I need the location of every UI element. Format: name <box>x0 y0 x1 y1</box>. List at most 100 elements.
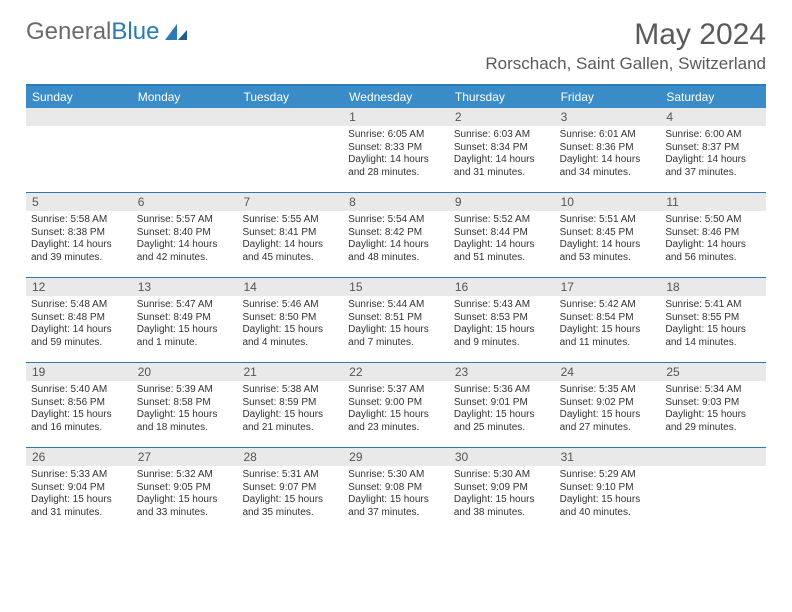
day-body: Sunrise: 5:41 AMSunset: 8:55 PMDaylight:… <box>660 296 766 353</box>
week-row: 26Sunrise: 5:33 AMSunset: 9:04 PMDayligh… <box>26 447 766 532</box>
sunrise-text: Sunrise: 5:41 AM <box>665 299 761 312</box>
sunset-text: Sunset: 9:07 PM <box>242 482 338 495</box>
weeks-container: 1Sunrise: 6:05 AMSunset: 8:33 PMDaylight… <box>26 108 766 532</box>
sunrise-text: Sunrise: 5:34 AM <box>665 384 761 397</box>
daylight-text: Daylight: 15 hours and 23 minutes. <box>348 409 444 434</box>
day-number <box>26 108 132 126</box>
day-number: 14 <box>237 278 343 296</box>
day-cell: 29Sunrise: 5:30 AMSunset: 9:08 PMDayligh… <box>343 448 449 532</box>
daylight-text: Daylight: 15 hours and 40 minutes. <box>560 494 656 519</box>
day-number: 17 <box>555 278 661 296</box>
day-number: 19 <box>26 363 132 381</box>
day-body: Sunrise: 5:58 AMSunset: 8:38 PMDaylight:… <box>26 211 132 268</box>
daylight-text: Daylight: 14 hours and 53 minutes. <box>560 239 656 264</box>
sunrise-text: Sunrise: 5:36 AM <box>454 384 550 397</box>
sunset-text: Sunset: 9:00 PM <box>348 397 444 410</box>
daylight-text: Daylight: 14 hours and 59 minutes. <box>31 324 127 349</box>
month-title: May 2024 <box>485 18 766 52</box>
sunset-text: Sunset: 8:38 PM <box>31 227 127 240</box>
daylight-text: Daylight: 15 hours and 7 minutes. <box>348 324 444 349</box>
daylight-text: Daylight: 15 hours and 29 minutes. <box>665 409 761 434</box>
sunrise-text: Sunrise: 6:05 AM <box>348 129 444 142</box>
day-cell: 1Sunrise: 6:05 AMSunset: 8:33 PMDaylight… <box>343 108 449 192</box>
day-number: 12 <box>26 278 132 296</box>
day-body: Sunrise: 5:54 AMSunset: 8:42 PMDaylight:… <box>343 211 449 268</box>
sunrise-text: Sunrise: 5:38 AM <box>242 384 338 397</box>
sunset-text: Sunset: 8:48 PM <box>31 312 127 325</box>
weekday-label: Thursday <box>449 86 555 108</box>
day-cell <box>132 108 238 192</box>
day-cell: 22Sunrise: 5:37 AMSunset: 9:00 PMDayligh… <box>343 363 449 447</box>
day-number: 8 <box>343 193 449 211</box>
sunset-text: Sunset: 8:45 PM <box>560 227 656 240</box>
day-cell: 24Sunrise: 5:35 AMSunset: 9:02 PMDayligh… <box>555 363 661 447</box>
day-number: 23 <box>449 363 555 381</box>
sunrise-text: Sunrise: 6:03 AM <box>454 129 550 142</box>
sunset-text: Sunset: 8:53 PM <box>454 312 550 325</box>
day-body: Sunrise: 5:48 AMSunset: 8:48 PMDaylight:… <box>26 296 132 353</box>
day-cell: 18Sunrise: 5:41 AMSunset: 8:55 PMDayligh… <box>660 278 766 362</box>
weekday-label: Saturday <box>660 86 766 108</box>
day-body: Sunrise: 6:03 AMSunset: 8:34 PMDaylight:… <box>449 126 555 183</box>
sunrise-text: Sunrise: 5:30 AM <box>348 469 444 482</box>
weekday-row: Sunday Monday Tuesday Wednesday Thursday… <box>26 86 766 108</box>
daylight-text: Daylight: 15 hours and 16 minutes. <box>31 409 127 434</box>
day-number: 27 <box>132 448 238 466</box>
sunset-text: Sunset: 9:04 PM <box>31 482 127 495</box>
daylight-text: Daylight: 15 hours and 33 minutes. <box>137 494 233 519</box>
day-number: 7 <box>237 193 343 211</box>
day-body: Sunrise: 5:40 AMSunset: 8:56 PMDaylight:… <box>26 381 132 438</box>
week-row: 5Sunrise: 5:58 AMSunset: 8:38 PMDaylight… <box>26 192 766 277</box>
day-body: Sunrise: 5:32 AMSunset: 9:05 PMDaylight:… <box>132 466 238 523</box>
sunrise-text: Sunrise: 5:46 AM <box>242 299 338 312</box>
day-cell: 13Sunrise: 5:47 AMSunset: 8:49 PMDayligh… <box>132 278 238 362</box>
sunset-text: Sunset: 8:44 PM <box>454 227 550 240</box>
sunset-text: Sunset: 8:56 PM <box>31 397 127 410</box>
sunset-text: Sunset: 9:02 PM <box>560 397 656 410</box>
sunrise-text: Sunrise: 5:54 AM <box>348 214 444 227</box>
sunrise-text: Sunrise: 5:44 AM <box>348 299 444 312</box>
day-cell: 25Sunrise: 5:34 AMSunset: 9:03 PMDayligh… <box>660 363 766 447</box>
brand-logo: GeneralBlue <box>26 18 189 46</box>
day-body: Sunrise: 5:38 AMSunset: 8:59 PMDaylight:… <box>237 381 343 438</box>
day-body: Sunrise: 6:01 AMSunset: 8:36 PMDaylight:… <box>555 126 661 183</box>
day-cell: 6Sunrise: 5:57 AMSunset: 8:40 PMDaylight… <box>132 193 238 277</box>
sunrise-text: Sunrise: 6:01 AM <box>560 129 656 142</box>
sunset-text: Sunset: 8:55 PM <box>665 312 761 325</box>
day-body: Sunrise: 5:50 AMSunset: 8:46 PMDaylight:… <box>660 211 766 268</box>
sunset-text: Sunset: 9:08 PM <box>348 482 444 495</box>
day-number: 29 <box>343 448 449 466</box>
day-body: Sunrise: 5:42 AMSunset: 8:54 PMDaylight:… <box>555 296 661 353</box>
daylight-text: Daylight: 15 hours and 4 minutes. <box>242 324 338 349</box>
daylight-text: Daylight: 14 hours and 28 minutes. <box>348 154 444 179</box>
daylight-text: Daylight: 14 hours and 48 minutes. <box>348 239 444 264</box>
day-body: Sunrise: 5:39 AMSunset: 8:58 PMDaylight:… <box>132 381 238 438</box>
daylight-text: Daylight: 14 hours and 37 minutes. <box>665 154 761 179</box>
sunrise-text: Sunrise: 5:30 AM <box>454 469 550 482</box>
sunset-text: Sunset: 9:10 PM <box>560 482 656 495</box>
day-number: 5 <box>26 193 132 211</box>
day-cell <box>660 448 766 532</box>
title-block: May 2024 Rorschach, Saint Gallen, Switze… <box>485 18 766 74</box>
day-cell: 7Sunrise: 5:55 AMSunset: 8:41 PMDaylight… <box>237 193 343 277</box>
day-cell <box>26 108 132 192</box>
sunset-text: Sunset: 8:42 PM <box>348 227 444 240</box>
day-body: Sunrise: 5:51 AMSunset: 8:45 PMDaylight:… <box>555 211 661 268</box>
day-body: Sunrise: 5:55 AMSunset: 8:41 PMDaylight:… <box>237 211 343 268</box>
day-body: Sunrise: 5:43 AMSunset: 8:53 PMDaylight:… <box>449 296 555 353</box>
sunrise-text: Sunrise: 5:47 AM <box>137 299 233 312</box>
sunrise-text: Sunrise: 5:58 AM <box>31 214 127 227</box>
brand-part2: Blue <box>111 18 159 46</box>
day-number: 25 <box>660 363 766 381</box>
weekday-label: Monday <box>132 86 238 108</box>
day-number: 31 <box>555 448 661 466</box>
sunset-text: Sunset: 8:50 PM <box>242 312 338 325</box>
weekday-label: Wednesday <box>343 86 449 108</box>
daylight-text: Daylight: 15 hours and 11 minutes. <box>560 324 656 349</box>
header: GeneralBlue May 2024 Rorschach, Saint Ga… <box>0 0 792 78</box>
day-body: Sunrise: 5:35 AMSunset: 9:02 PMDaylight:… <box>555 381 661 438</box>
location-text: Rorschach, Saint Gallen, Switzerland <box>485 54 766 74</box>
day-cell: 30Sunrise: 5:30 AMSunset: 9:09 PMDayligh… <box>449 448 555 532</box>
daylight-text: Daylight: 14 hours and 34 minutes. <box>560 154 656 179</box>
sunrise-text: Sunrise: 5:37 AM <box>348 384 444 397</box>
